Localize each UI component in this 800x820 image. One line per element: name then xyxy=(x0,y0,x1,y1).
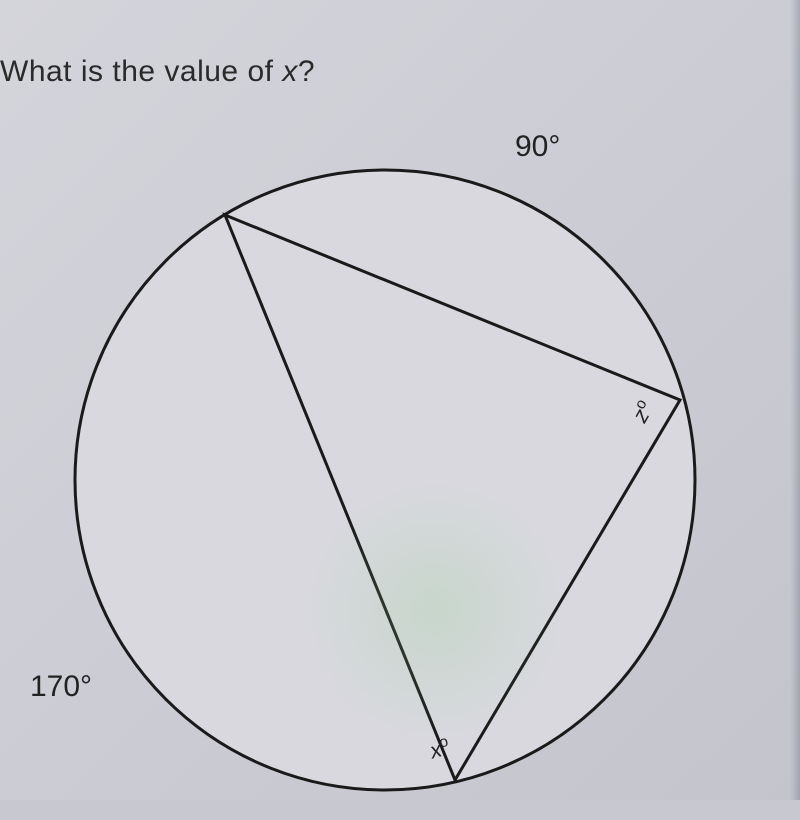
page: What is the value of x? 90° 170° zo xo xyxy=(0,0,800,800)
arc-label-left-text: 170° xyxy=(30,670,92,703)
screen-edge-shadow xyxy=(790,0,800,800)
arc-label-top: 90° xyxy=(515,130,560,164)
question-variable: x xyxy=(282,55,298,88)
geometry-svg xyxy=(55,140,715,820)
diagram: 90° 170° zo xo xyxy=(55,140,715,800)
arc-label-left: 170° xyxy=(30,670,92,704)
question-prefix: What is the value of xyxy=(0,55,282,88)
arc-label-top-text: 90° xyxy=(515,130,560,163)
question-text: What is the value of x? xyxy=(0,55,315,89)
question-suffix: ? xyxy=(298,55,315,88)
circle xyxy=(75,170,695,790)
